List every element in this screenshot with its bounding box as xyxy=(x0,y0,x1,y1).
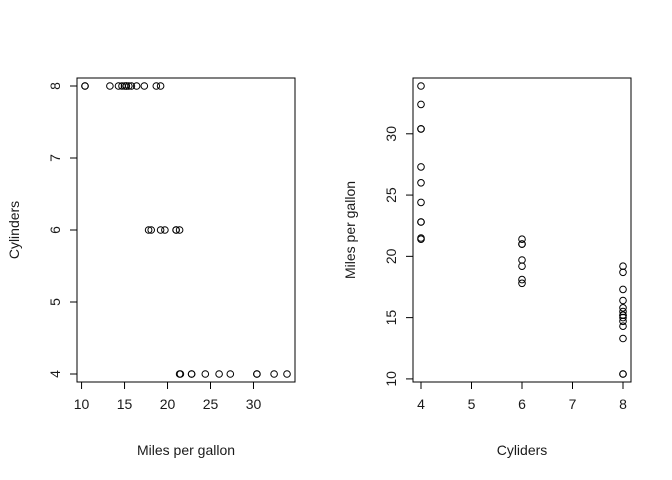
y-axis: 4 5 6 7 8 xyxy=(47,82,77,378)
data-point xyxy=(619,304,627,312)
data-point xyxy=(619,322,627,331)
data-point xyxy=(518,240,526,248)
data-point xyxy=(156,226,165,234)
data-point xyxy=(619,268,627,277)
data-point xyxy=(270,370,278,378)
data-point xyxy=(417,100,425,109)
data-point xyxy=(132,82,141,90)
data-point xyxy=(619,285,627,294)
x-tick-label: 4 xyxy=(417,396,425,412)
data-point xyxy=(619,334,627,343)
data-point xyxy=(417,235,425,243)
data-point xyxy=(187,370,196,378)
x-tick-label: 5 xyxy=(468,396,476,412)
data-point xyxy=(518,275,526,284)
y-tick-label: 6 xyxy=(47,226,63,234)
data-point xyxy=(518,279,526,288)
data-point xyxy=(106,82,114,90)
data-point xyxy=(253,370,261,378)
y-tick-label: 8 xyxy=(47,82,63,90)
data-point xyxy=(619,370,627,378)
x-tick-label: 10 xyxy=(74,396,90,412)
y-axis: 10 15 20 25 30 xyxy=(383,126,413,387)
y-tick-label: 4 xyxy=(47,370,63,378)
data-point xyxy=(125,82,133,90)
x-axis-label: Cyliders xyxy=(497,442,548,458)
data-point xyxy=(161,226,169,234)
y-tick-label: 30 xyxy=(383,126,399,142)
data-points xyxy=(81,82,291,378)
plot-frame xyxy=(76,77,296,383)
x-tick-label: 6 xyxy=(518,396,526,412)
data-point xyxy=(619,311,627,320)
data-point xyxy=(619,313,627,322)
y-axis-label: Cylinders xyxy=(6,201,22,259)
x-tick-label: 7 xyxy=(569,396,577,412)
data-point xyxy=(518,262,526,271)
data-points xyxy=(417,82,627,378)
data-point xyxy=(140,82,149,90)
data-point xyxy=(172,226,180,234)
data-point xyxy=(156,82,165,90)
data-point xyxy=(283,370,291,378)
data-point xyxy=(417,82,425,90)
x-axis: 10 15 20 25 30 xyxy=(74,382,262,412)
y-tick-label: 20 xyxy=(383,248,399,264)
data-point xyxy=(619,307,627,316)
y-tick-label: 10 xyxy=(383,371,399,387)
data-point xyxy=(175,370,184,378)
x-tick-label: 8 xyxy=(619,396,627,412)
x-tick-label: 30 xyxy=(246,396,262,412)
plot-frame xyxy=(412,77,632,383)
x-tick-label: 25 xyxy=(203,396,219,412)
data-point xyxy=(417,218,425,226)
x-tick-label: 20 xyxy=(160,396,176,412)
left-panel-mpg-vs-cylinders: 10 15 20 25 30 4 5 6 7 8 Miles per gallon Cylind… xyxy=(6,77,296,458)
data-point xyxy=(518,256,526,264)
data-point xyxy=(619,296,627,305)
data-point xyxy=(619,317,627,326)
data-point xyxy=(144,226,153,234)
x-axis: 4 5 6 7 8 xyxy=(417,382,627,412)
data-point xyxy=(417,198,425,207)
data-point xyxy=(417,163,425,171)
data-point xyxy=(215,370,223,378)
data-point xyxy=(619,262,627,271)
x-tick-label: 15 xyxy=(117,396,133,412)
data-point xyxy=(152,82,161,90)
right-panel-cylinders-vs-mpg: 4 5 6 7 8 10 15 20 25 30 Cyliders Miles per gall… xyxy=(342,77,632,458)
data-point xyxy=(417,125,425,133)
data-point xyxy=(518,235,526,243)
data-point xyxy=(201,370,210,378)
y-tick-label: 5 xyxy=(47,298,63,306)
y-tick-label: 15 xyxy=(383,310,399,326)
y-axis-label: Miles per gallon xyxy=(342,181,358,279)
data-point xyxy=(114,82,123,90)
x-axis-label: Miles per gallon xyxy=(137,442,235,458)
y-tick-label: 25 xyxy=(383,187,399,203)
data-point xyxy=(417,179,425,187)
data-point xyxy=(120,82,129,90)
data-point xyxy=(81,82,89,90)
y-tick-label: 7 xyxy=(47,154,63,162)
data-point xyxy=(147,226,155,234)
data-point xyxy=(226,370,235,378)
data-point xyxy=(175,226,184,234)
